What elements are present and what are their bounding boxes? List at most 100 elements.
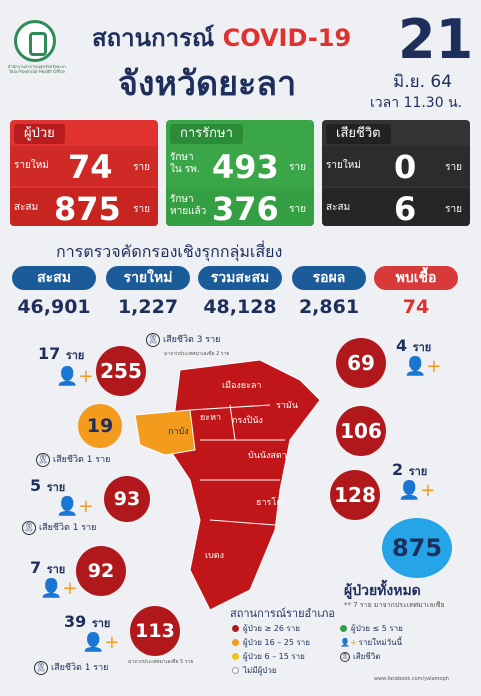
thanto-total-circle: 128 [330,470,380,520]
krongpinang-new-count: 7 ราย [30,558,66,577]
deaths-total-unit: ราย [445,204,462,215]
screening-cumulative-value: 46,901 [17,296,91,318]
patients-header: ผู้ป่วย [14,124,65,144]
patients-new-value: 74 [68,148,113,186]
title-highlight: COVID-19 [222,24,352,52]
mueang-death: 🎗 เสียชีวิต 3 ราย [146,332,221,347]
district-label-mueang: เมืองยะลา [222,381,262,391]
new-case-person-icon: 👤+ [82,632,120,653]
treatment-hosp-row: รักษา ใน รพ. 493 ราย [166,146,314,186]
health-office-logo [14,20,56,62]
deaths-panel: เสียชีวิต รายใหม่ 0 ราย สะสม 6 ราย [322,120,470,226]
treatment-hosp-value: 493 [212,148,279,186]
legend-item: 👤+ รายใหม่วันนี้ [340,638,403,647]
legend-item: ผู้ป่วย 16 – 25 ราย [232,636,310,649]
district-label-thanto: ธารโต [256,498,283,508]
kabang-total-circle: 19 [78,404,122,448]
raman-new-count: 4 ราย [396,336,432,355]
deaths-new-label: รายใหม่ [326,160,361,171]
betong-new-count: 39 ราย [64,612,111,631]
patients-total-row: สะสม 875 ราย [10,188,158,226]
ribbon-icon: 🎗 [146,332,160,347]
mueang-total-circle: 255 [96,346,146,396]
deaths-total-row: สะสม 6 ราย [322,188,470,226]
screening-title: การตรวจคัดกรองเชิงรุกกลุ่มเสี่ยง [56,242,283,261]
krongpinang-total-circle: 92 [76,546,126,596]
treatment-panel: การรักษา รักษา ใน รพ. 493 ราย รักษา หายแ… [166,120,314,226]
patients-panel: ผู้ป่วย รายใหม่ 74 ราย สะสม 875 ราย [10,120,158,226]
legend-title: สถานการณ์รายอำเภอ [230,607,335,620]
bannangsata-total-circle: 106 [336,406,386,456]
patients-total-value: 875 [54,190,121,226]
screening-total-value: 48,128 [203,296,277,318]
betong-total-circle: 113 [130,606,180,656]
patients-new-row: รายใหม่ 74 ราย [10,146,158,186]
date-day: 21 [398,8,474,71]
deaths-new-value: 0 [394,148,417,186]
yaha-total-circle: 93 [104,476,150,522]
patients-total-unit: ราย [133,204,150,215]
treatment-recovered-label: รักษา หายแล้ว [170,194,207,217]
treatment-recovered-unit: ราย [289,204,306,215]
district-label-krongpinang: กรงปินัง [232,416,263,426]
patients-total-label: สะสม [14,202,39,213]
new-case-person-icon: 👤+ [40,578,78,599]
treatment-hosp-unit: ราย [289,162,306,173]
district-label-yaha: ยะหา [200,413,222,423]
treatment-hosp-label: รักษา ใน รพ. [170,152,201,175]
screening-new-pill: รายใหม่ [106,266,190,290]
screening-total-pill: รวมสะสม [198,266,282,290]
raman-total-circle: 69 [336,338,386,388]
screening-pending-value: 2,861 [298,296,360,318]
kabang-death: 🎗 เสียชีวิต 1 ราย [36,452,111,467]
district-label-kabang: กาบัง [168,427,189,437]
betong-death: 🎗 เสียชีวิต 1 ราย [34,660,109,675]
ribbon-icon: 🎗 [34,660,48,675]
patients-new-unit: ราย [133,162,150,173]
total-patients-circle: 875 [382,518,452,578]
page-title: สถานการณ์ COVID-19 [92,18,351,57]
total-patients-label: ผู้ป่วยทั้งหมด [344,583,421,599]
ribbon-icon: 🎗 [22,520,36,535]
yaha-death: 🎗 เสียชีวิต 1 ราย [22,520,97,535]
office-caption: สำนักงานสาธารณสุขจังหวัดยะลา Yala Provin… [7,64,67,74]
new-case-person-icon: 👤+ [398,480,436,501]
new-case-person-icon: 👤+ [56,366,94,387]
map-main-area [169,359,321,611]
deaths-header: เสียชีวิต [326,124,391,144]
thanto-new-count: 2 ราย [392,460,428,479]
screening-positive-pill: พบเชื้อ [374,266,458,290]
legend-item: ไม่มีผู้ป่วย [232,664,277,677]
new-case-person-icon: 👤+ [404,356,442,377]
screening-cumulative-pill: สะสม [12,266,96,290]
date-month-year: มิ.ย. 64 [393,72,453,92]
mueang-new-count: 17 ราย [38,344,85,363]
province-title: จังหวัดยะลา [118,64,297,104]
treatment-recovered-value: 376 [212,190,279,226]
yala-map [134,359,321,611]
patients-new-label: รายใหม่ [14,160,49,171]
total-patients-note: ** 7 ราย มาจากประเทศมาเลเซีย [344,601,445,609]
treatment-recovered-row: รักษา หายแล้ว 376 ราย [166,188,314,226]
new-case-person-icon: 👤+ [56,496,94,517]
district-label-betong: เบตง [205,551,225,561]
district-label-bannangsata: บันนังสตา [248,451,287,461]
deaths-total-label: สะสม [326,202,351,213]
legend-item: ผู้ป่วย ≤ 5 ราย [340,622,403,635]
deaths-total-value: 6 [394,190,417,226]
yaha-new-count: 5 ราย [30,476,66,495]
screening-new-value: 1,227 [117,296,179,318]
deaths-new-row: รายใหม่ 0 ราย [322,146,470,186]
betong-note: มาจากประเทศมาเลเซีย 5 ราย [128,659,194,665]
legend-item: ผู้ป่วย ≥ 26 ราย [232,622,300,635]
map-kabang-area [134,409,196,456]
ribbon-icon: 🎗 [36,452,50,467]
title-prefix: สถานการณ์ [92,24,215,52]
screening-pending-pill: รอผล [292,266,366,290]
district-label-raman: รามัน [276,401,298,411]
legend-item: ผู้ป่วย 6 – 15 ราย [232,650,305,663]
legend-item: 🎗 เสียชีวิต [340,651,381,662]
screening-positive-value: 74 [402,296,430,318]
footer-link[interactable]: www.facebook.com/yalamoph [374,676,449,682]
report-time: เวลา 11.30 น. [370,95,463,111]
